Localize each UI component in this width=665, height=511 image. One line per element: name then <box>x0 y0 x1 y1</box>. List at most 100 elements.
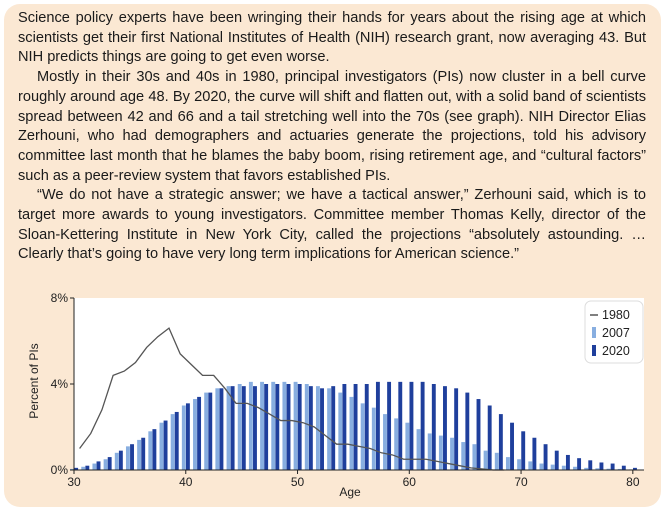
line-1980 <box>79 327 505 471</box>
bar-2007 <box>494 452 499 470</box>
bar-2020 <box>163 420 168 470</box>
legend-label-1980: 1980 <box>602 308 630 322</box>
bar-2007 <box>148 431 153 470</box>
bar-2007 <box>349 396 354 470</box>
legend-swatch-2007 <box>592 327 596 338</box>
bar-2020 <box>420 381 425 470</box>
bar-2007 <box>81 466 86 470</box>
bar-2007 <box>405 422 410 470</box>
bar-2020 <box>264 384 269 470</box>
bar-2020 <box>565 454 570 470</box>
bar-2020 <box>599 462 604 470</box>
y-tick-label: 4% <box>51 377 69 391</box>
x-tick-label: 80 <box>626 475 640 489</box>
bar-2020 <box>342 384 347 470</box>
bar-2020 <box>498 414 503 470</box>
bar-2007 <box>505 457 510 470</box>
article-text: Science policy experts have been wringin… <box>18 9 646 265</box>
x-tick-label: 30 <box>67 475 81 489</box>
paragraph-1: Science policy experts have been wringin… <box>18 10 646 66</box>
bar-2007 <box>215 388 220 470</box>
bar-2007 <box>204 392 209 470</box>
bar-2007 <box>539 463 544 470</box>
bar-2007 <box>92 463 97 470</box>
bar-2020 <box>465 392 470 470</box>
bar-2020 <box>375 381 380 470</box>
bar-2020 <box>308 386 313 470</box>
bar-2020 <box>297 384 302 470</box>
bar-2020 <box>409 381 414 470</box>
bar-2020 <box>554 450 559 470</box>
bar-2020 <box>353 384 358 470</box>
paragraph-3: “We do not have a strategic answer; we h… <box>18 187 646 263</box>
bar-2020 <box>107 457 112 470</box>
bar-2007 <box>338 392 343 470</box>
bar-2020 <box>241 386 246 470</box>
bar-2007 <box>327 388 332 470</box>
bar-2007 <box>573 466 577 470</box>
bar-2020 <box>320 388 324 470</box>
bar-2007 <box>237 384 242 470</box>
bar-2007 <box>416 429 421 470</box>
bar-2007 <box>595 468 600 470</box>
bar-2007 <box>427 433 432 470</box>
bar-2007 <box>483 450 488 470</box>
bar-2007 <box>114 452 119 470</box>
bar-2007 <box>517 459 522 470</box>
bar-2007 <box>304 384 309 470</box>
bar-2020 <box>532 437 537 470</box>
bar-2020 <box>633 467 637 470</box>
bar-2020 <box>208 392 213 470</box>
bar-2020 <box>152 429 157 470</box>
bar-2020 <box>621 465 626 470</box>
x-tick-label: 60 <box>403 475 417 489</box>
bar-2007 <box>103 459 108 470</box>
bar-2007 <box>472 444 477 470</box>
bar-2007 <box>293 381 298 470</box>
bar-2020 <box>253 386 257 470</box>
bar-2020 <box>275 384 280 470</box>
x-tick-label: 40 <box>179 475 193 489</box>
bar-2007 <box>383 414 387 470</box>
bar-2007 <box>315 386 320 470</box>
legend: 1980 2007 2020 <box>584 300 644 364</box>
bar-2020 <box>185 403 190 470</box>
paragraph-2: Mostly in their 30s and 40s in 1980, pri… <box>18 69 646 184</box>
bar-2020 <box>487 405 492 470</box>
bar-2007 <box>193 399 197 470</box>
bar-2007 <box>271 381 276 470</box>
bar-2020 <box>364 384 369 470</box>
bar-2020 <box>219 388 224 470</box>
legend-label-2020: 2020 <box>602 344 630 358</box>
legend-box <box>584 300 644 364</box>
x-axis-label: Age <box>339 485 361 499</box>
bar-2020 <box>588 460 593 470</box>
bar-2007 <box>584 467 589 470</box>
bar-2020 <box>118 450 123 470</box>
bar-2007 <box>226 386 231 470</box>
x-tick-label: 70 <box>514 475 528 489</box>
bar-2020 <box>141 437 146 470</box>
bar-2020 <box>85 465 90 470</box>
y-tick-label: 8% <box>51 291 69 305</box>
bar-2007 <box>248 381 253 470</box>
bar-2007 <box>450 437 454 470</box>
bar-2007 <box>170 414 175 470</box>
plot-background <box>74 298 644 470</box>
bar-2020 <box>96 461 101 470</box>
bar-2020 <box>521 431 526 470</box>
bar-2020 <box>74 467 79 470</box>
bar-2007 <box>360 403 365 470</box>
bar-2020 <box>476 399 481 470</box>
bar-2007 <box>561 465 566 470</box>
bar-2007 <box>260 381 264 470</box>
bar-2007 <box>70 468 74 470</box>
bar-2020 <box>577 458 582 470</box>
bar-2020 <box>331 386 336 470</box>
bar-2007 <box>181 405 186 470</box>
bar-2007 <box>461 442 466 470</box>
bar-2007 <box>371 407 376 470</box>
y-axis-label: Percent of PIs <box>27 343 41 418</box>
bar-2020 <box>230 386 235 470</box>
